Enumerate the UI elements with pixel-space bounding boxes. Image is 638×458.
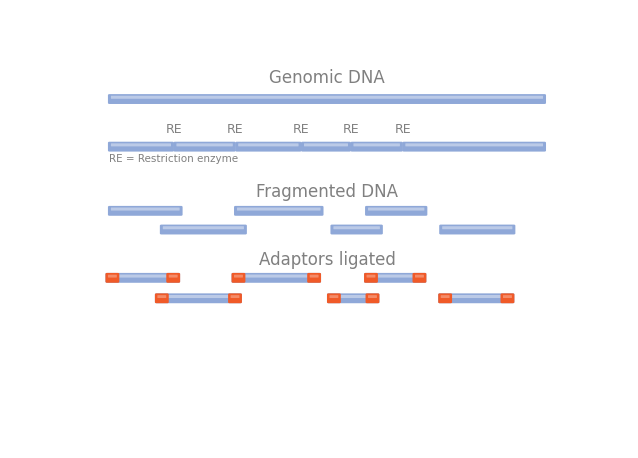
- FancyBboxPatch shape: [230, 295, 239, 298]
- FancyBboxPatch shape: [405, 143, 543, 147]
- FancyBboxPatch shape: [366, 294, 380, 303]
- FancyBboxPatch shape: [441, 295, 450, 298]
- FancyBboxPatch shape: [415, 275, 424, 278]
- FancyBboxPatch shape: [155, 294, 168, 303]
- FancyBboxPatch shape: [330, 224, 383, 234]
- Text: RE = Restriction enzyme: RE = Restriction enzyme: [110, 154, 239, 164]
- FancyBboxPatch shape: [366, 275, 375, 278]
- FancyBboxPatch shape: [309, 275, 318, 278]
- FancyBboxPatch shape: [168, 275, 177, 278]
- FancyBboxPatch shape: [327, 294, 380, 303]
- FancyBboxPatch shape: [232, 273, 321, 283]
- Text: RE: RE: [394, 123, 411, 136]
- FancyBboxPatch shape: [503, 295, 512, 298]
- FancyBboxPatch shape: [367, 274, 424, 278]
- FancyBboxPatch shape: [111, 207, 180, 211]
- Text: Genomic DNA: Genomic DNA: [269, 69, 385, 87]
- FancyBboxPatch shape: [111, 143, 171, 147]
- Text: Fragmented DNA: Fragmented DNA: [256, 184, 398, 202]
- FancyBboxPatch shape: [334, 226, 380, 229]
- FancyBboxPatch shape: [158, 295, 239, 298]
- FancyBboxPatch shape: [413, 273, 426, 283]
- FancyBboxPatch shape: [177, 143, 233, 147]
- FancyBboxPatch shape: [442, 226, 512, 229]
- FancyBboxPatch shape: [304, 143, 348, 147]
- Text: RE: RE: [165, 123, 182, 136]
- FancyBboxPatch shape: [301, 142, 351, 152]
- FancyBboxPatch shape: [364, 273, 378, 283]
- FancyBboxPatch shape: [353, 143, 400, 147]
- FancyBboxPatch shape: [234, 275, 243, 278]
- FancyBboxPatch shape: [232, 273, 246, 283]
- FancyBboxPatch shape: [234, 206, 323, 216]
- FancyBboxPatch shape: [441, 295, 512, 298]
- FancyBboxPatch shape: [108, 94, 546, 104]
- FancyBboxPatch shape: [108, 274, 177, 278]
- FancyBboxPatch shape: [167, 273, 180, 283]
- FancyBboxPatch shape: [439, 224, 516, 234]
- FancyBboxPatch shape: [174, 142, 236, 152]
- Text: Adaptors ligated: Adaptors ligated: [258, 251, 396, 268]
- Text: RE: RE: [227, 123, 244, 136]
- FancyBboxPatch shape: [111, 96, 543, 99]
- FancyBboxPatch shape: [438, 294, 514, 303]
- FancyBboxPatch shape: [160, 224, 247, 234]
- FancyBboxPatch shape: [108, 275, 117, 278]
- Text: RE: RE: [293, 123, 309, 136]
- FancyBboxPatch shape: [163, 226, 244, 229]
- FancyBboxPatch shape: [327, 294, 341, 303]
- FancyBboxPatch shape: [329, 295, 338, 298]
- Text: RE: RE: [343, 123, 359, 136]
- FancyBboxPatch shape: [368, 207, 424, 211]
- FancyBboxPatch shape: [403, 142, 546, 152]
- FancyBboxPatch shape: [235, 142, 302, 152]
- FancyBboxPatch shape: [365, 206, 427, 216]
- FancyBboxPatch shape: [158, 295, 167, 298]
- FancyBboxPatch shape: [108, 206, 182, 216]
- FancyBboxPatch shape: [330, 295, 376, 298]
- FancyBboxPatch shape: [501, 294, 514, 303]
- FancyBboxPatch shape: [105, 273, 119, 283]
- FancyBboxPatch shape: [228, 294, 242, 303]
- FancyBboxPatch shape: [438, 294, 452, 303]
- FancyBboxPatch shape: [368, 295, 377, 298]
- FancyBboxPatch shape: [105, 273, 180, 283]
- FancyBboxPatch shape: [238, 143, 299, 147]
- FancyBboxPatch shape: [364, 273, 426, 283]
- FancyBboxPatch shape: [155, 294, 242, 303]
- FancyBboxPatch shape: [108, 142, 174, 152]
- FancyBboxPatch shape: [235, 274, 318, 278]
- FancyBboxPatch shape: [237, 207, 320, 211]
- FancyBboxPatch shape: [308, 273, 321, 283]
- FancyBboxPatch shape: [350, 142, 403, 152]
